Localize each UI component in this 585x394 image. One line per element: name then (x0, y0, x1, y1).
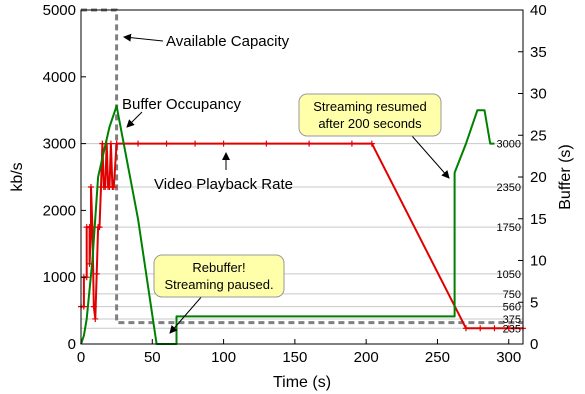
callout-rebuffer: Rebuffer! Streaming paused. (153, 254, 285, 334)
annotation-video-playback-rate: Video Playback Rate (154, 176, 293, 193)
series-point-video-playback-rate (92, 315, 99, 322)
bitrate-level-label: 750 (503, 289, 521, 301)
series-point-video-playback-rate (368, 140, 375, 147)
series-point-video-playback-rate (462, 325, 469, 332)
callout-rebuffer-line-2: Streaming paused. (164, 277, 273, 292)
series-point-video-playback-rate (348, 140, 355, 147)
annotation-buffer-occupancy: Buffer Occupancy (122, 96, 241, 113)
callout-resumed-line-1: Streaming resumed (313, 99, 426, 114)
capacity-arrow (123, 33, 164, 42)
bitrate-level-label: 3000 (497, 139, 521, 151)
series-point-video-playback-rate (80, 303, 87, 310)
y-axis-right-title: Buffer (s) (557, 144, 574, 210)
y2-tick-label: 15 (530, 211, 547, 228)
series-line-available-capacity (81, 8, 523, 325)
y-tick-label: 3000 (43, 136, 76, 153)
y2-tick-label: 10 (530, 253, 547, 270)
series-point-video-playback-rate (107, 140, 114, 147)
bitrate-level-label: 560 (503, 302, 521, 314)
resumed-arrow (411, 135, 450, 179)
callout-rebuffer-line-1: Rebuffer! (192, 260, 245, 275)
y-axis-right: 0 5 10 15 20 25 30 35 40 (518, 2, 547, 353)
bitrate-level-label: 2350 (497, 182, 521, 194)
series-point-video-playback-rate (163, 140, 170, 147)
series-point-video-playback-rate (220, 140, 227, 147)
series-point-video-playback-rate (96, 224, 103, 231)
annotations: Available Capacity Buffer Occupancy Vide… (122, 33, 450, 334)
x-tick-label: 100 (211, 349, 236, 366)
series-point-video-playback-rate (491, 325, 498, 332)
y2-tick-label: 35 (530, 44, 547, 61)
callout-resumed-line-2: after 200 seconds (318, 116, 422, 131)
buffer-arrow (126, 111, 143, 128)
y2-tick-label: 20 (530, 169, 547, 186)
callout-box-rebuffer (153, 254, 285, 298)
series-point-video-playback-rate (135, 140, 142, 147)
x-tick-label: 0 (77, 349, 85, 366)
y2-tick-label: 25 (530, 127, 547, 144)
series-point-video-playback-rate (306, 140, 313, 147)
y-tick-label: 2000 (43, 202, 76, 219)
series-point-video-playback-rate (477, 325, 484, 332)
y-tick-label: 4000 (43, 69, 76, 86)
y-tick-label: 0 (68, 336, 76, 353)
y-axis-left: 0 1000 2000 3000 4000 5000 (43, 2, 86, 353)
y2-tick-label: 0 (530, 336, 538, 353)
y-axis-left-title: kb/s (9, 162, 26, 191)
series-point-video-playback-rate (90, 303, 97, 310)
plot-area (78, 8, 526, 345)
callout-box-resumed (298, 93, 442, 137)
x-tick-label: 150 (282, 349, 307, 366)
series-point-video-playback-rate (192, 140, 199, 147)
series-point-video-playback-rate (110, 184, 117, 191)
x-axis-title: Time (s) (273, 374, 331, 391)
x-tick-label: 250 (425, 349, 450, 366)
series-point-video-playback-rate (263, 140, 270, 147)
y2-tick-label: 40 (530, 2, 547, 19)
callout-streaming-resumed: Streaming resumed after 200 seconds (298, 93, 450, 179)
bitrate-level-label: 235 (503, 323, 521, 335)
x-tick-label: 200 (354, 349, 379, 366)
series-point-video-playback-rate (505, 325, 512, 332)
bitrate-level-label: 1050 (497, 269, 521, 281)
bitrate-level-label: 375 (503, 314, 521, 326)
x-axis: 0 50 100 150 200 250 300 (77, 339, 521, 366)
series-point-video-playback-rate (93, 270, 100, 277)
bitrate-level-label: 1750 (497, 222, 521, 234)
rebuffer-arrow (169, 294, 204, 334)
y2-tick-label: 5 (530, 294, 538, 311)
x-tick-label: 50 (144, 349, 161, 366)
series-point-video-playback-rate (87, 184, 94, 191)
y-tick-label: 1000 (43, 269, 76, 286)
annotation-available-capacity: Available Capacity (166, 33, 290, 50)
x-tick-label: 300 (496, 349, 521, 366)
y-tick-label: 5000 (43, 2, 76, 19)
series-point-video-playback-rate (113, 140, 120, 147)
y2-tick-label: 30 (530, 86, 547, 103)
